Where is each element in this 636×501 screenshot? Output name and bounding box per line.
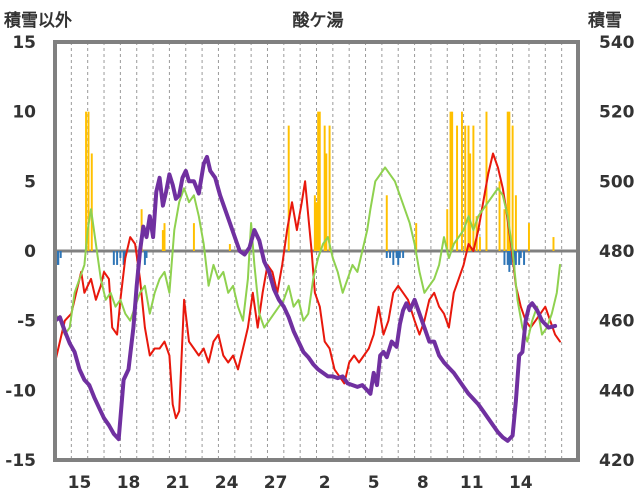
precipitation-bar	[460, 111, 463, 252]
left-tick-label: 10	[12, 103, 36, 123]
precipitation-bar	[503, 209, 506, 251]
snowfall-bar	[508, 251, 511, 272]
x-tick-label: 14	[509, 473, 533, 493]
snowfall-bar	[402, 251, 405, 258]
precipitation-bar	[163, 223, 166, 251]
left-tick-label: 0	[24, 242, 36, 262]
x-tick-label: 15	[68, 473, 92, 493]
precipitation-bar	[449, 111, 452, 252]
precipitation-bar	[469, 153, 472, 251]
left-tick-label: -5	[17, 312, 36, 332]
precipitation-bar	[451, 111, 454, 252]
precipitation-bar	[90, 153, 93, 251]
precipitation-bar	[385, 195, 388, 251]
precipitation-bar	[325, 153, 328, 251]
precipitation-bar	[87, 111, 90, 252]
precipitation-bar	[472, 125, 475, 251]
right-tick-label: 520	[599, 103, 635, 123]
right-tick-label: 500	[599, 172, 635, 192]
precipitation-bar	[514, 195, 517, 251]
precipitation-bar	[456, 125, 459, 251]
temp-max-line	[54, 152, 561, 420]
x-tick-label: 8	[417, 473, 429, 493]
precipitation-bar	[464, 125, 467, 251]
snowfall-bar	[122, 251, 125, 265]
chart-title: 酸ケ湯	[293, 10, 344, 31]
precipitation-bar	[415, 223, 418, 251]
precipitation-bar	[508, 111, 511, 252]
precipitation-bar	[192, 223, 195, 251]
precipitation-bar	[552, 237, 555, 251]
x-tick-label: 11	[460, 473, 484, 493]
right-axis-ticks: 540 520 500 480 460 440 420	[599, 33, 635, 471]
snowfall-bar	[143, 251, 146, 265]
snowfall-bar	[145, 251, 148, 258]
right-tick-label: 460	[599, 312, 635, 332]
snowfall-bar	[116, 251, 119, 265]
precipitation-bar	[313, 195, 316, 251]
precipitation-bar	[317, 111, 320, 252]
x-axis-ticks: 15 18 21 24 27 2 5 8 11 14	[68, 473, 533, 493]
snowfall-bar	[389, 251, 392, 258]
snow-depth-line	[53, 154, 558, 443]
snowfall-bar	[398, 251, 401, 258]
precipitation-bar	[478, 237, 481, 251]
precipitation-bar	[161, 230, 164, 251]
precipitation-bar	[328, 125, 331, 251]
snowfall-bar	[523, 251, 526, 265]
snowfall-bar	[510, 251, 512, 265]
precipitation-bar	[287, 125, 290, 251]
snowfall-bar	[503, 251, 506, 265]
snowfall-bar	[519, 251, 522, 258]
precipitation-bar	[511, 125, 514, 251]
right-tick-label: 440	[599, 381, 635, 401]
precipitation-bar	[85, 111, 88, 252]
left-tick-label: 5	[24, 172, 36, 192]
precipitation-bar	[315, 202, 318, 251]
plot-frame	[53, 40, 580, 462]
x-tick-label: 21	[166, 473, 190, 493]
left-tick-label: 15	[12, 33, 36, 53]
snowfall-bar	[392, 251, 395, 265]
x-tick-label: 18	[117, 473, 141, 493]
snowfall-bar	[397, 251, 400, 265]
x-tick-label: 27	[264, 473, 288, 493]
precipitation-bar	[228, 244, 231, 251]
right-tick-label: 540	[599, 33, 635, 53]
precipitation-bar	[467, 125, 470, 251]
snowfall-bar	[518, 251, 521, 265]
right-tick-label: 480	[599, 242, 635, 262]
snowfall-bar	[514, 251, 517, 265]
precipitation-bar	[446, 209, 449, 251]
precipitation-bar	[527, 223, 530, 251]
x-tick-label: 5	[368, 473, 380, 493]
x-tick-label: 2	[319, 473, 331, 493]
precipitation-bar	[318, 111, 321, 252]
snowfall-bar	[57, 251, 60, 265]
left-tick-label: -10	[5, 381, 36, 401]
right-axis-title: 積雪	[588, 10, 622, 31]
snowfall-bar	[119, 251, 122, 258]
right-tick-label: 420	[599, 451, 635, 471]
left-tick-label: -15	[5, 451, 36, 471]
snowfall-bar	[385, 251, 388, 258]
snowfall-bar	[506, 251, 509, 265]
snowfall-bar	[59, 251, 62, 258]
series-lines	[53, 152, 561, 443]
precipitation-bar	[323, 125, 326, 251]
precipitation-bar	[506, 111, 509, 252]
precipitation-bar	[498, 181, 501, 251]
snowfall-bar	[395, 251, 398, 258]
left-axis-title: 積雪以外	[4, 10, 72, 31]
left-axis-ticks: 15 10 5 0 -5 -10 -15	[5, 33, 36, 471]
snowfall-bar	[112, 251, 115, 265]
x-tick-label: 24	[215, 473, 239, 493]
